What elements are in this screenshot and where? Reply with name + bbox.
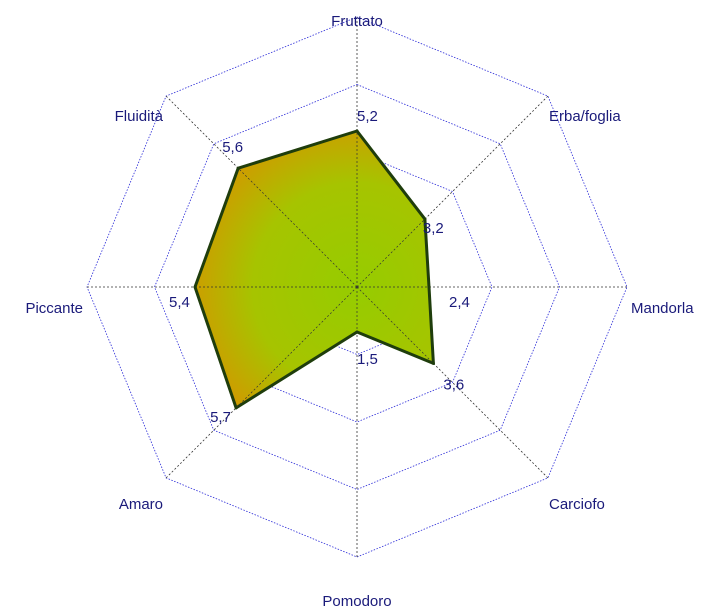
data-point-3 bbox=[431, 361, 435, 365]
value-label-7: 5,6 bbox=[222, 139, 243, 156]
axis-label-fluidit: Fluidità bbox=[115, 108, 164, 125]
data-point-4 bbox=[355, 330, 359, 334]
value-label-3: 3,6 bbox=[443, 376, 464, 393]
grid-ring-4 bbox=[86, 16, 628, 558]
axis-labels: Fruttato Erba/foglia Mandorla Carciofo Pomod… bbox=[25, 13, 694, 609]
axis-label-erbafoglia: Erba/foglia bbox=[549, 108, 621, 125]
inner-spoke-7 bbox=[237, 167, 358, 288]
radar-series bbox=[193, 129, 435, 410]
axis-label-mandorla: Mandorla bbox=[631, 300, 694, 317]
axis-label-amaro: Amaro bbox=[119, 496, 163, 513]
radar-grid bbox=[86, 16, 628, 558]
inner-spoke-5 bbox=[235, 286, 358, 409]
data-point-2 bbox=[427, 285, 431, 289]
data-point-1 bbox=[423, 217, 427, 221]
series-area bbox=[193, 129, 435, 410]
axis-label-piccante: Piccante bbox=[25, 300, 83, 317]
axis-label-pomodoro: Pomodoro bbox=[322, 593, 391, 609]
value-label-4: 1,5 bbox=[357, 351, 378, 368]
data-point-0 bbox=[355, 129, 359, 133]
value-labels: 5,2 3,2 2,4 3,6 1,5 5,7 5,4 5,6 bbox=[169, 108, 470, 426]
axis-label-carciofo: Carciofo bbox=[549, 496, 605, 513]
value-label-2: 2,4 bbox=[449, 294, 470, 311]
value-label-1: 3,2 bbox=[423, 220, 444, 237]
value-label-6: 5,4 bbox=[169, 294, 190, 311]
data-point-7 bbox=[236, 166, 240, 170]
data-point-6 bbox=[193, 285, 197, 289]
inner-spoke-1 bbox=[356, 218, 426, 288]
data-point-5 bbox=[234, 406, 238, 410]
axis-label-fruttato: Fruttato bbox=[331, 13, 383, 30]
value-label-5: 5,7 bbox=[210, 409, 231, 426]
grid-ring-3 bbox=[154, 84, 560, 490]
value-label-0: 5,2 bbox=[357, 108, 378, 125]
